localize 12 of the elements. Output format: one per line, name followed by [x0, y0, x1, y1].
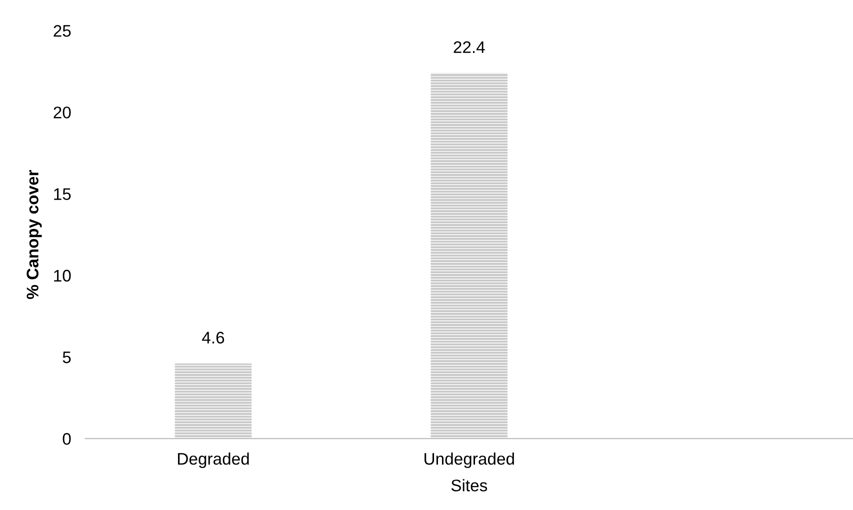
y-tick-label: 25: [54, 25, 71, 37]
x-tick-label: Degraded: [178, 452, 249, 468]
x-axis-title: Sites: [451, 479, 488, 492]
x-tick-label: Undegraded: [424, 452, 514, 468]
data-label: 22.4: [454, 41, 485, 53]
y-tick-label: 0: [62, 433, 71, 445]
data-label: 4.6: [202, 332, 224, 344]
y-tick-label: 20: [54, 106, 71, 118]
y-axis-title: % Canopy cover: [26, 170, 42, 300]
y-tick-label: 10: [54, 270, 71, 282]
y-tick-label: 15: [54, 188, 71, 200]
y-tick-label: 5: [62, 352, 71, 364]
